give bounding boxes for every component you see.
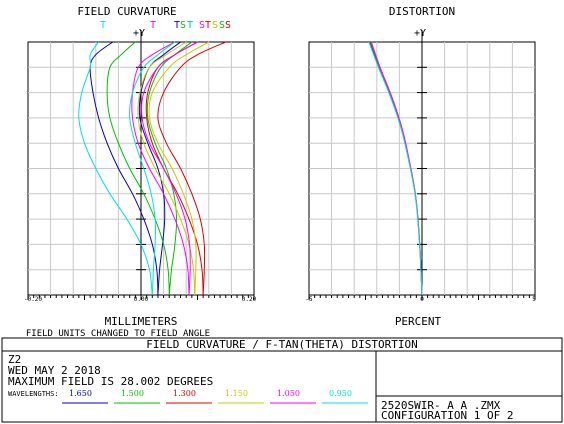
dist-grid xyxy=(308,30,536,300)
footer-frame xyxy=(1,337,563,423)
footer-title: FIELD CURVATURE / F-TAN(THETA) DISTORTIO… xyxy=(146,338,418,351)
fc-legend-letter: T xyxy=(205,20,211,31)
fc-series-1.050-S xyxy=(141,41,198,296)
footer-line-1: Z2 xyxy=(8,353,21,366)
wavelength-value: 1.150 xyxy=(225,389,248,398)
wavelength-value: 0.950 xyxy=(329,389,352,398)
fc-series-1.300-S xyxy=(157,41,226,296)
fc-xtick-max: 0.20 xyxy=(242,296,257,303)
file-name: 2520SWIR- A A .ZMX xyxy=(381,399,501,412)
dist-series-0.950 xyxy=(368,41,423,296)
fc-legend-letter: T xyxy=(187,20,193,31)
wavelength-value: 1.300 xyxy=(173,389,196,398)
wavelength-value: 1.050 xyxy=(277,389,300,398)
footer-line-2: WED MAY 2 2018 xyxy=(8,364,101,377)
field-curvature-title: FIELD CURVATURE xyxy=(77,5,176,18)
dist-xlabel: PERCENT xyxy=(395,315,442,328)
fc-series-1.150-S xyxy=(148,41,210,296)
dist-y-axis-label: +Y xyxy=(414,28,426,39)
fc-series-1.500-S xyxy=(146,41,193,296)
wavelength-value: 1.500 xyxy=(121,389,144,398)
wavelength-legend: 1.650 1.500 1.300 1.150 1.050 0.950 xyxy=(62,389,368,404)
fc-xtick-zero: 0.00 xyxy=(134,296,149,303)
footer-line-3: MAXIMUM FIELD IS 28.002 DEGREES xyxy=(8,375,213,388)
fc-legend-letter: T xyxy=(174,20,180,31)
dist-xtick-zero: 0 xyxy=(420,296,424,303)
fc-legend-letter: S xyxy=(199,20,205,31)
fc-series-1.050-T xyxy=(131,41,190,296)
dist-xtick-max: 5 xyxy=(532,296,536,303)
fc-curves xyxy=(78,41,226,296)
fc-grid xyxy=(27,30,255,300)
wavelengths-label: WAVELENGTHS: xyxy=(8,390,59,398)
fc-series-0.950-T xyxy=(78,41,153,296)
fc-note: FIELD UNITS CHANGED TO FIELD ANGLE xyxy=(26,329,210,339)
dist-curves xyxy=(368,41,423,296)
fc-xlabel: MILLIMETERS xyxy=(105,315,178,328)
fc-xtick-min: -0.20 xyxy=(24,296,42,303)
fc-legend-letter: T xyxy=(150,20,156,31)
wavelength-value: 1.650 xyxy=(69,389,92,398)
fc-legend-letter: S xyxy=(225,20,231,31)
fc-legend-letter: T xyxy=(100,20,106,31)
fc-legend-letter: S xyxy=(212,20,218,31)
fc-legend-letter: S xyxy=(219,20,225,31)
configuration: CONFIGURATION 1 OF 2 xyxy=(381,409,513,422)
fc-series-0.950-S xyxy=(129,41,176,296)
fc-series-1.500-T xyxy=(106,41,170,296)
dist-xtick-min: -5 xyxy=(305,296,313,303)
fc-legend-letter: S xyxy=(180,20,186,31)
fc-y-axis-label: +Y xyxy=(133,28,145,39)
distortion-title: DISTORTION xyxy=(389,5,455,18)
